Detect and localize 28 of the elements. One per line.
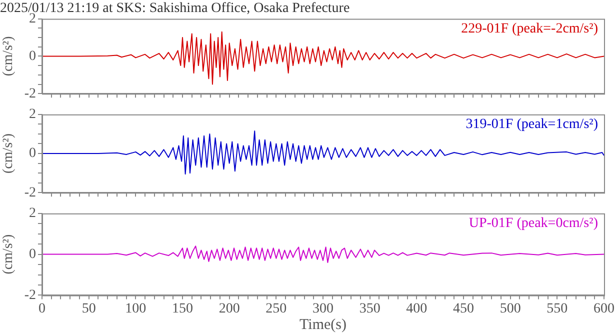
- x-tick-label: 200: [218, 301, 240, 316]
- series-label: 319-01F (peak=1cm/s²): [466, 117, 598, 132]
- y-axis-title: (cm/s²): [1, 234, 16, 274]
- y-tick-label: 0: [29, 246, 36, 262]
- x-tick-label: 350: [359, 301, 380, 316]
- y-tick-label: -2: [24, 185, 36, 200]
- x-tick-label: 500: [500, 301, 521, 316]
- x-tick-label: 550: [546, 301, 568, 316]
- x-tick-label: 150: [172, 301, 193, 316]
- x-tick-label: 250: [266, 301, 287, 316]
- x-tick-label: 600: [594, 301, 614, 316]
- y-axis-title: (cm/s²): [1, 36, 16, 76]
- x-tick-label: 100: [125, 301, 146, 316]
- y-tick-label: 2: [29, 206, 36, 222]
- x-tick-label: 400: [406, 301, 428, 316]
- series-label: UP-01F (peak=0cm/s²): [468, 216, 598, 232]
- y-tick-label: -2: [24, 86, 36, 102]
- y-tick-label: -2: [24, 288, 36, 303]
- x-axis-title: Time(s): [300, 316, 346, 333]
- y-axis-title: (cm/s²): [1, 133, 16, 174]
- series-label: 229-01F (peak=-2cm/s²): [461, 21, 598, 36]
- x-tick-label: 0: [38, 301, 46, 316]
- y-tick-label: 2: [29, 107, 36, 122]
- x-tick-label: 50: [82, 301, 96, 316]
- y-tick-label: 0: [29, 48, 36, 64]
- y-tick-label: 0: [29, 146, 36, 162]
- x-tick-label: 450: [453, 301, 474, 316]
- x-tick-label: 300: [312, 301, 334, 316]
